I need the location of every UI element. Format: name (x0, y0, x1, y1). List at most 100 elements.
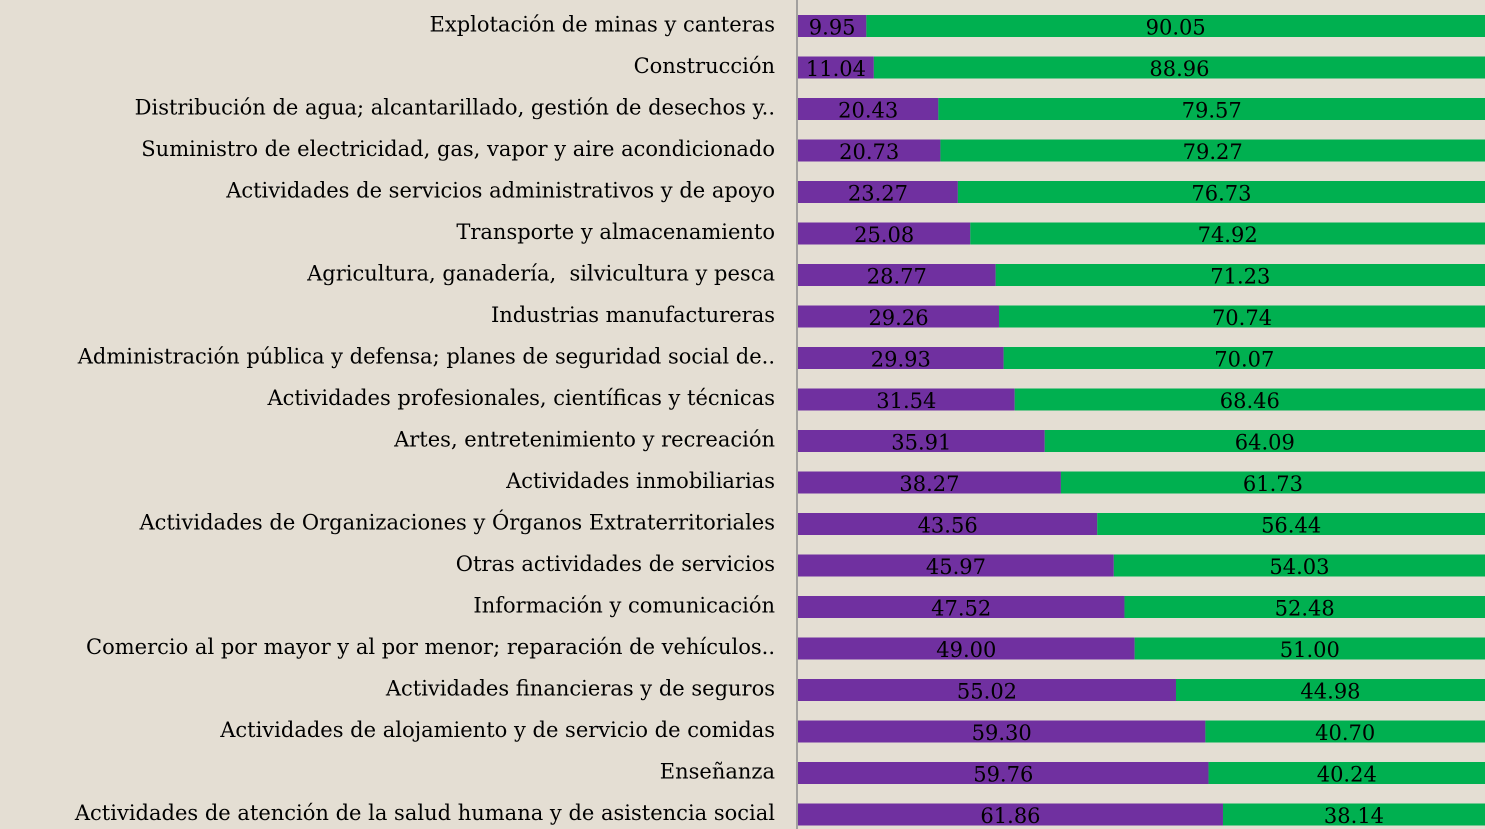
bar-segment (1014, 388, 1485, 411)
value-label: 35.91 (891, 431, 951, 455)
bar-segment (798, 762, 1209, 784)
value-label: 43.56 (918, 514, 978, 538)
bar-segment (1060, 471, 1485, 494)
category-label: Distribución de agua; alcantarillado, ge… (135, 96, 775, 120)
category-label: Enseñanza (660, 760, 775, 784)
category-label: Suministro de electricidad, gas, vapor y… (141, 137, 775, 161)
bar-segment (999, 305, 1485, 328)
category-label: Explotación de minas y canteras (430, 13, 775, 37)
bar-segment (798, 720, 1206, 743)
value-label: 52.48 (1275, 597, 1335, 621)
bar-segment (798, 305, 1000, 328)
value-label: 38.27 (899, 472, 959, 496)
bar-segment (1175, 679, 1485, 701)
value-label: 79.27 (1183, 140, 1243, 164)
bar-segment (940, 139, 1485, 162)
bar-segment (798, 513, 1098, 535)
category-label: Construcción (634, 54, 775, 78)
value-label: 31.54 (876, 389, 936, 413)
bar-segment (1205, 720, 1485, 743)
value-label: 23.27 (848, 182, 908, 206)
bar-segment (798, 98, 939, 120)
bar-segment (798, 596, 1125, 618)
category-label: Agricultura, ganadería, silvicultura y p… (306, 262, 775, 286)
value-label: 68.46 (1220, 389, 1280, 413)
value-label: 51.00 (1280, 638, 1340, 662)
bar-segment (1097, 513, 1485, 535)
value-label: 47.52 (931, 597, 991, 621)
category-label: Actividades de alojamiento y de servicio… (219, 718, 775, 742)
bar-segment (970, 222, 1485, 245)
value-label: 59.30 (972, 721, 1032, 745)
bar-segment (798, 471, 1061, 494)
value-label: 20.73 (839, 140, 899, 164)
bar-segment (798, 139, 941, 162)
bar-segment (1222, 803, 1485, 826)
value-label: 20.43 (838, 99, 898, 123)
category-label: Actividades profesionales, científicas y… (266, 386, 775, 410)
value-label: 40.70 (1315, 721, 1375, 745)
bar-segment (798, 264, 996, 286)
value-label: 40.24 (1317, 763, 1377, 787)
bar-segment (798, 637, 1135, 660)
value-label: 11.04 (806, 57, 866, 81)
value-label: 70.74 (1212, 306, 1272, 330)
bar-segment (1208, 762, 1485, 784)
bar-segment (1113, 554, 1485, 577)
bar-segment (957, 181, 1485, 203)
category-label: Comercio al por mayor y al por menor; re… (86, 635, 775, 659)
category-label: Actividades de atención de la salud huma… (74, 801, 775, 825)
value-label: 29.93 (871, 348, 931, 372)
category-label: Artes, entretenimiento y recreación (393, 428, 775, 452)
value-label: 55.02 (957, 680, 1017, 704)
bar-segment (798, 222, 971, 245)
category-label: Actividades de Organizaciones y Órganos … (138, 510, 775, 535)
category-label: Actividades inmobiliarias (505, 469, 775, 493)
value-label: 64.09 (1235, 431, 1295, 455)
bar-segment (1003, 347, 1485, 369)
value-label: 88.96 (1149, 57, 1209, 81)
category-label: Industrias manufactureras (491, 303, 775, 327)
value-label: 56.44 (1261, 514, 1321, 538)
category-label: Actividades financieras y de seguros (385, 677, 775, 701)
bar-segment (866, 15, 1485, 37)
category-label: Información y comunicación (473, 594, 775, 618)
bar-segment (798, 181, 958, 203)
value-label: 90.05 (1146, 16, 1206, 40)
bar-segment (1044, 430, 1485, 452)
bar-segment (798, 803, 1223, 826)
bar-segment (798, 347, 1004, 369)
value-label: 38.14 (1324, 804, 1384, 828)
category-label: Administración pública y defensa; planes… (77, 345, 775, 369)
bar-segment (798, 56, 874, 79)
value-label: 61.86 (980, 804, 1040, 828)
value-label: 49.00 (936, 638, 996, 662)
bar-segment (798, 15, 867, 37)
value-label: 61.73 (1243, 472, 1303, 496)
value-label: 59.76 (973, 763, 1033, 787)
bar-segment (995, 264, 1485, 286)
bar-segment (873, 56, 1485, 79)
value-label: 76.73 (1191, 182, 1251, 206)
bar-segment (798, 679, 1176, 701)
value-label: 28.77 (867, 265, 927, 289)
value-label: 45.97 (926, 555, 986, 579)
value-label: 54.03 (1269, 555, 1329, 579)
category-label: Otras actividades de servicios (456, 552, 775, 576)
value-label: 70.07 (1214, 348, 1274, 372)
bar-segment (798, 554, 1114, 577)
value-label: 44.98 (1300, 680, 1360, 704)
bar-segment (938, 98, 1485, 120)
bar-segment (798, 430, 1045, 452)
value-label: 74.92 (1198, 223, 1258, 247)
value-label: 25.08 (854, 223, 914, 247)
bar-segment (1124, 596, 1485, 618)
category-label: Transporte y almacenamiento (456, 220, 775, 244)
value-label: 71.23 (1210, 265, 1270, 289)
bar-segment (798, 388, 1015, 411)
bar-segment (1134, 637, 1485, 660)
value-label: 79.57 (1182, 99, 1242, 123)
value-label: 29.26 (868, 306, 928, 330)
